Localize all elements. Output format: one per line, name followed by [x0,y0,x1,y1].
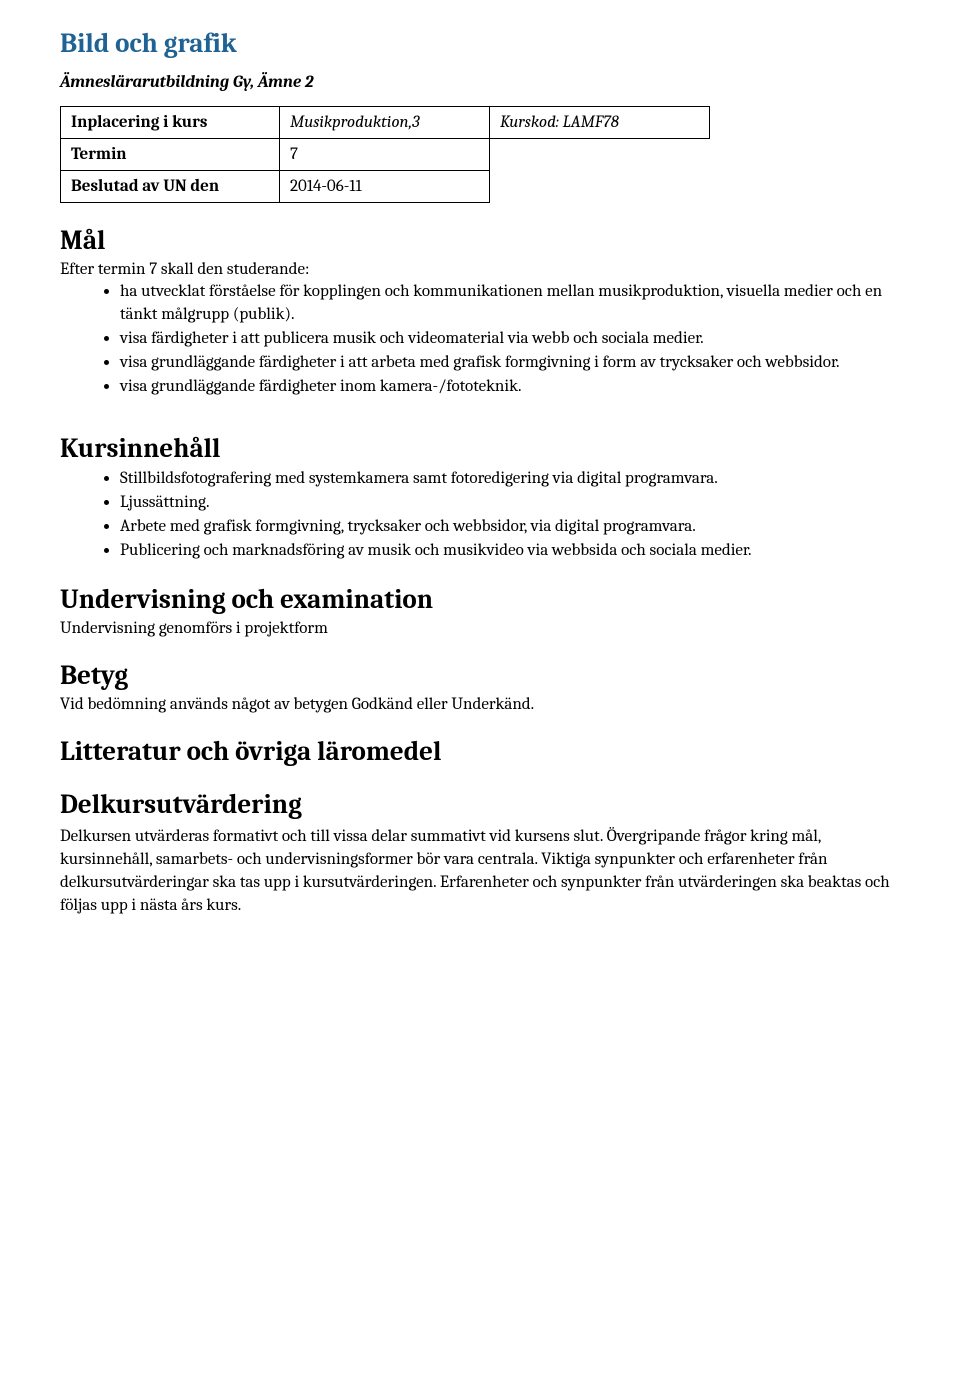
section-heading-betyg: Betyg [60,660,900,691]
info-row-3: Beslutad av UN den 2014-06-11 [60,171,900,203]
page-title: Bild och grafik [60,28,900,59]
info-label-termin: Termin [60,139,280,171]
undervisning-sub: Undervisning genomförs i projektform [60,619,900,638]
kursinnehall-list: Stillbildsfotografering med systemkamera… [60,468,900,563]
info-value-beslutad: 2014-06-11 [280,171,490,203]
mal-lead: Efter termin 7 skall den studerande: [60,260,900,279]
list-item: Ljussättning. [120,492,900,515]
info-table: Inplacering i kurs Musikproduktion,3 Kur… [60,106,900,203]
list-item: Publicering och marknadsföring av musik … [120,540,900,563]
info-value-kurs: Musikproduktion,3 [280,106,490,139]
section-heading-litteratur: Litteratur och övriga läromedel [60,736,900,767]
list-item: Arbete med grafisk formgivning, trycksak… [120,516,900,539]
section-heading-delkurs: Delkursutvärdering [60,789,900,820]
section-heading-undervisning: Undervisning och examination [60,584,900,615]
info-label-inplacering: Inplacering i kurs [60,106,280,139]
list-item: ha utvecklat förståelse för kopplingen o… [120,281,900,327]
mal-list: ha utvecklat förståelse för kopplingen o… [60,281,900,399]
betyg-sub: Vid bedömning används något av betygen G… [60,695,900,714]
info-value-termin: 7 [280,139,490,171]
info-row-1: Inplacering i kurs Musikproduktion,3 Kur… [60,106,900,139]
list-item: visa grundläggande färdigheter inom kame… [120,376,900,399]
section-heading-kursinnehall: Kursinnehåll [60,433,900,464]
list-item: Stillbildsfotografering med systemkamera… [120,468,900,491]
document-page: Bild och grafik Ämneslärarutbildning Gy,… [0,0,960,964]
info-label-beslutad: Beslutad av UN den [60,171,280,203]
list-item: visa grundläggande färdigheter i att arb… [120,352,900,375]
subtitle: Ämneslärarutbildning Gy, Ämne 2 [60,73,900,92]
info-value-kurskod: Kurskod: LAMF78 [490,106,710,139]
info-row-2: Termin 7 [60,139,900,171]
section-heading-mal: Mål [60,225,900,256]
delkurs-para: Delkursen utvärderas formativt och till … [60,826,900,918]
list-item: visa färdigheter i att publicera musik o… [120,328,900,351]
